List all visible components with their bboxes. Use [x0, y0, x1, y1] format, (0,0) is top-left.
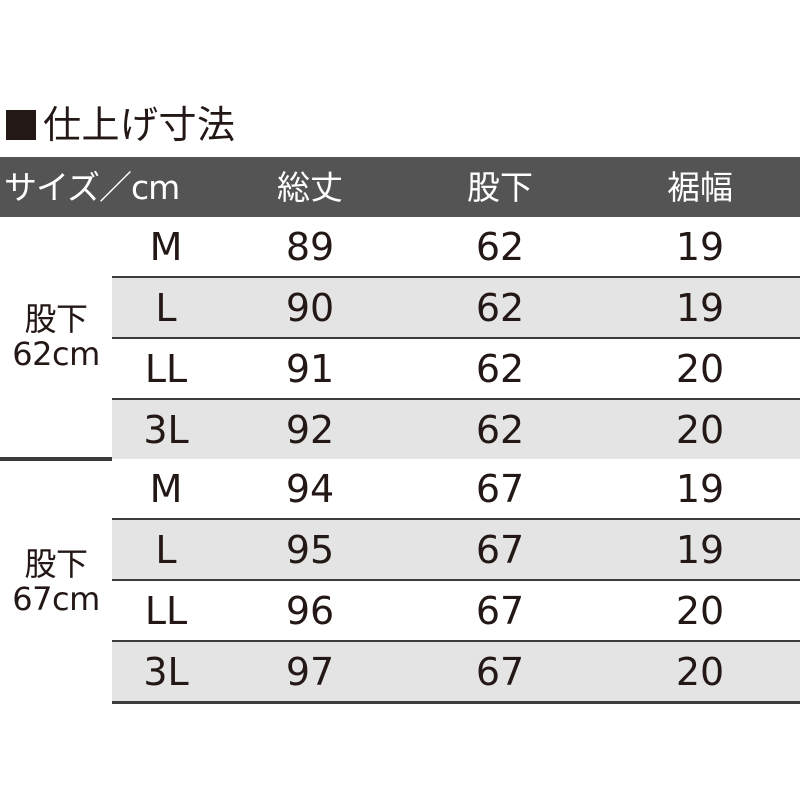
- cell-size: 3L: [112, 398, 220, 459]
- header-cell-inseam: 股下: [400, 157, 600, 217]
- header-cell-hem-width: 裾幅: [600, 157, 800, 217]
- cell-total-length: 90: [220, 276, 400, 338]
- cell-hem-width: 20: [600, 640, 800, 704]
- cell-size: M: [112, 459, 220, 519]
- cell-inseam: 62: [400, 337, 600, 399]
- cell-hem-width: 20: [600, 398, 800, 459]
- cell-hem-width: 19: [600, 459, 800, 519]
- cell-hem-width: 19: [600, 518, 800, 580]
- header-row: サイズ／cm 総丈 股下 裾幅: [0, 157, 800, 217]
- cell-inseam: 67: [400, 640, 600, 704]
- table-row: L 90 62 19: [0, 276, 800, 338]
- cell-total-length: 97: [220, 640, 400, 704]
- cell-size: 3L: [112, 640, 220, 704]
- cell-hem-width: 19: [600, 217, 800, 277]
- table-row: 3L 97 67 20: [0, 640, 800, 704]
- section-title: 仕上げ寸法: [6, 100, 236, 150]
- group-label-inseam-67: 股下 67cm: [0, 457, 112, 703]
- group-label-line2: 67cm: [12, 579, 100, 618]
- cell-inseam: 62: [400, 398, 600, 459]
- cell-inseam: 62: [400, 276, 600, 338]
- table-row: 股下 67cm M 94 67 19: [0, 457, 800, 703]
- cell-total-length: 89: [220, 217, 400, 277]
- cell-inseam: 67: [400, 518, 600, 580]
- cell-size: M: [112, 217, 220, 277]
- group-label-line1: 股下: [24, 545, 88, 584]
- table-row: 股下 62cm M 89 62 19: [0, 217, 800, 459]
- table-row: L 95 67 19: [0, 518, 800, 580]
- cell-inseam: 62: [400, 217, 600, 277]
- cell-total-length: 92: [220, 398, 400, 459]
- cell-size: L: [112, 276, 220, 338]
- cell-hem-width: 20: [600, 579, 800, 641]
- cell-total-length: 95: [220, 518, 400, 580]
- table-header: サイズ／cm 総丈 股下 裾幅: [0, 157, 800, 217]
- table-row: LL 96 67 20: [0, 579, 800, 641]
- cell-hem-width: 20: [600, 337, 800, 399]
- group-label-line2: 62cm: [12, 335, 100, 373]
- measurements-table: サイズ／cm 総丈 股下 裾幅 股下 62cm M 89 62 19: [0, 157, 800, 704]
- table-body: 股下 62cm M 89 62 19 L 90 62 19 LL 91: [0, 217, 800, 704]
- table-row: LL 91 62 20: [0, 337, 800, 399]
- cell-size: L: [112, 518, 220, 580]
- cell-size: LL: [112, 579, 220, 641]
- cell-hem-width: 19: [600, 276, 800, 338]
- cell-total-length: 91: [220, 337, 400, 399]
- group-label-inseam-62: 股下 62cm: [0, 217, 112, 459]
- cell-total-length: 96: [220, 579, 400, 641]
- section-title-text: 仕上げ寸法: [43, 103, 236, 147]
- measurements-table-wrapper: サイズ／cm 総丈 股下 裾幅 股下 62cm M 89 62 19: [0, 157, 800, 704]
- cell-inseam: 67: [400, 579, 600, 641]
- cell-inseam: 67: [400, 459, 600, 519]
- table-row: 3L 92 62 20: [0, 398, 800, 459]
- header-cell-total-length: 総丈: [220, 157, 400, 217]
- cell-size: LL: [112, 337, 220, 399]
- group-label-line1: 股下: [24, 300, 88, 339]
- filled-square-icon: [6, 110, 36, 140]
- cell-total-length: 94: [220, 459, 400, 519]
- header-cell-size: サイズ／cm: [0, 157, 220, 217]
